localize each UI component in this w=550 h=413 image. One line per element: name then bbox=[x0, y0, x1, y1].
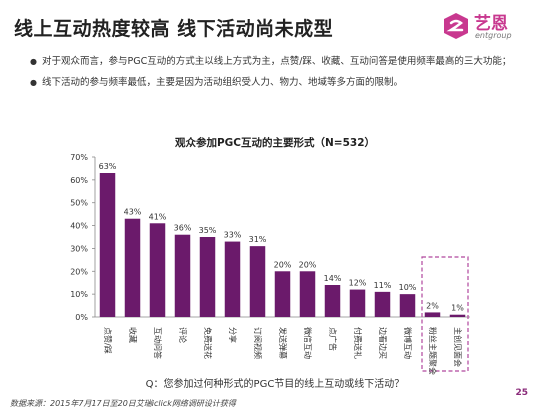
y-tick-label: 0% bbox=[75, 313, 88, 322]
x-tick-label: 分享 bbox=[228, 327, 238, 343]
y-tick-label: 20% bbox=[70, 267, 88, 276]
bar bbox=[99, 173, 116, 317]
bar-value-label: 20% bbox=[299, 260, 317, 269]
bar-value-label: 36% bbox=[174, 224, 192, 233]
bar-value-label: 41% bbox=[149, 212, 167, 221]
x-tick-label: 收藏 bbox=[128, 327, 138, 343]
bar bbox=[324, 285, 341, 317]
survey-question: Q：您参加过何种形式的PGC节目的线上互动或线下活动？ bbox=[145, 379, 405, 390]
x-tick-label: 主创见面会 bbox=[453, 327, 463, 367]
bar bbox=[374, 291, 391, 317]
y-tick-label: 60% bbox=[70, 176, 88, 185]
x-tick-label: 点广告 bbox=[328, 327, 338, 351]
bar bbox=[249, 246, 266, 317]
bar-value-label: 2% bbox=[426, 301, 439, 310]
y-tick-label: 10% bbox=[70, 290, 88, 299]
bar-value-label: 11% bbox=[374, 281, 392, 290]
bar-value-label: 20% bbox=[274, 260, 292, 269]
x-tick-label: 评论 bbox=[178, 327, 188, 343]
logo-mark-icon bbox=[444, 13, 468, 39]
x-tick-label: 微信互动 bbox=[303, 327, 313, 359]
page-title: 线上互动热度较高 线下活动尚未成型 bbox=[14, 18, 334, 40]
bar bbox=[349, 289, 366, 317]
bar bbox=[274, 271, 291, 317]
y-tick-label: 40% bbox=[70, 222, 88, 231]
bullet-list: 对于观众而言，参与PGC互动的方式主以线上方式为主，点赞/踩、收藏、互动问答是使… bbox=[30, 55, 535, 97]
page-number: 25 bbox=[515, 388, 528, 398]
bar bbox=[399, 294, 416, 317]
bullet-item: 线下活动的参与频率最低，主要是因为活动组织受人力、物力、地域等多方面的限制。 bbox=[30, 76, 535, 89]
entgroup-logo: 艺恩 entgroup bbox=[441, 9, 536, 43]
x-tick-label: 发送弹幕 bbox=[278, 327, 288, 359]
x-tick-label: 粉丝主题聚会 bbox=[428, 327, 438, 375]
bar bbox=[299, 271, 316, 317]
bar-value-label: 63% bbox=[99, 162, 117, 171]
logo-name-cn: 艺恩 bbox=[474, 14, 508, 34]
bar-value-label: 14% bbox=[324, 274, 342, 283]
y-tick-label: 30% bbox=[70, 244, 88, 253]
x-tick-label: 边看边买 bbox=[378, 327, 388, 359]
bar-value-label: 1% bbox=[451, 304, 464, 313]
bar bbox=[199, 237, 216, 317]
x-tick-label: 免费送花 bbox=[203, 327, 213, 359]
chart-title: 观众参加PGC互动的主要形式（N=532） bbox=[174, 137, 376, 149]
x-tick-label: 点赞/踩 bbox=[103, 327, 113, 354]
bar bbox=[449, 314, 466, 317]
x-tick-label: 订阅视频 bbox=[253, 327, 263, 359]
bar-value-label: 33% bbox=[224, 231, 242, 240]
bar bbox=[149, 223, 166, 317]
bar bbox=[174, 234, 191, 317]
data-source: 数据来源：2015年7月17日至20日艾瑞iclick网络调研设计获得 bbox=[10, 399, 236, 408]
bar-value-label: 10% bbox=[399, 283, 417, 292]
bar bbox=[124, 218, 141, 317]
x-tick-label: 付费送礼 bbox=[353, 327, 363, 359]
bar-value-label: 12% bbox=[349, 279, 367, 288]
x-tick-label: 微博互动 bbox=[403, 327, 413, 359]
bar bbox=[424, 312, 441, 317]
bar-value-label: 43% bbox=[124, 208, 142, 217]
bar bbox=[224, 241, 241, 317]
highlight-box bbox=[421, 256, 469, 372]
bar-value-label: 35% bbox=[199, 226, 217, 235]
logo-name-en: entgroup bbox=[475, 31, 512, 40]
bullet-item: 对于观众而言，参与PGC互动的方式主以线上方式为主，点赞/踩、收藏、互动问答是使… bbox=[30, 55, 535, 68]
y-tick-label: 50% bbox=[70, 199, 88, 208]
x-tick-label: 互动问答 bbox=[153, 327, 163, 359]
bar-value-label: 31% bbox=[249, 235, 267, 244]
y-tick-label: 70% bbox=[70, 153, 88, 162]
